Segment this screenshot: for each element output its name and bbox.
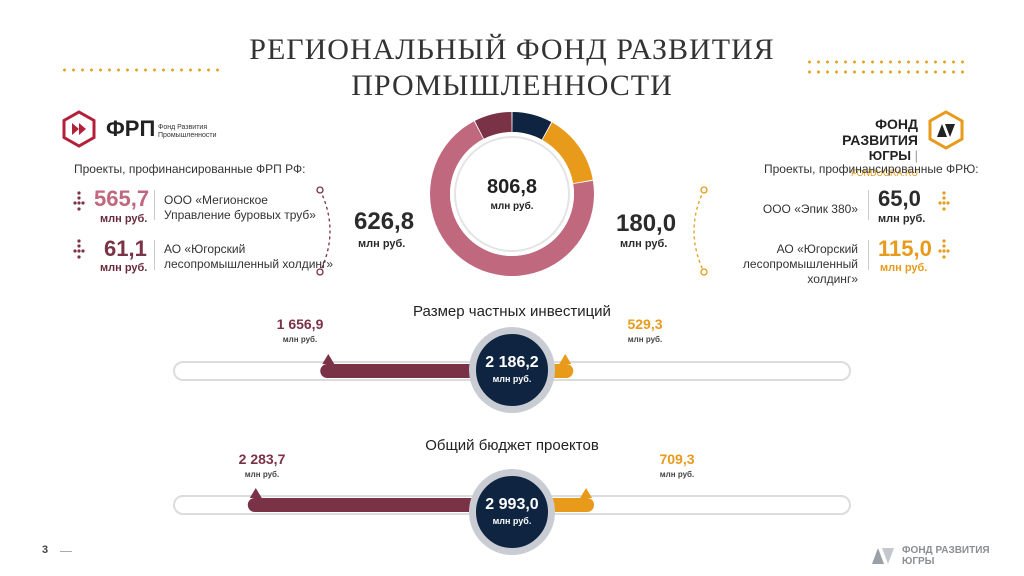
left-item2-company: АО «Югорский лесопромышленный холдинг» <box>164 242 334 271</box>
bar2-center-circle: 2 993,0 млн руб. <box>469 469 555 555</box>
bar1-left-pointer <box>322 354 335 364</box>
fru-logo-text: ФОНД РАЗВИТИЯ ЮГРЫ | FONDUGRA.RU <box>842 116 918 178</box>
bar1-right-pointer <box>559 354 572 364</box>
fru-logo-icon <box>928 110 964 150</box>
frp-logo <box>60 110 98 153</box>
bar1-right-value: 529,3 <box>627 316 663 332</box>
bar2-title: Общий бюджет проектов <box>425 437 599 454</box>
bar1-right-unit: млн руб. <box>627 335 663 344</box>
bar2-left-unit: млн руб. <box>244 470 280 479</box>
right-item1-unit: млн руб. <box>878 213 926 225</box>
right-caption: Проекты, профинансированные ФРЮ: <box>764 162 979 176</box>
bar2-left-segment <box>247 498 512 512</box>
donut-chart <box>430 112 594 277</box>
bar1-left-value: 1 656,9 <box>276 316 324 332</box>
decor-dots-left <box>60 68 225 72</box>
bar2-center-unit: млн руб. <box>492 516 532 526</box>
right-total-unit: млн руб. <box>620 238 668 250</box>
dots-arrow-icon <box>73 239 85 259</box>
donut-slice-2 <box>512 112 552 140</box>
dots-arrow-icon <box>938 191 950 211</box>
frp-logo-icon <box>62 110 96 148</box>
bar1-left-segment <box>320 364 512 378</box>
donut-slice-3 <box>542 122 593 184</box>
bar2-center-value: 2 993,0 <box>485 496 539 513</box>
left-total-unit: млн руб. <box>358 238 406 250</box>
right-item2-unit: млн руб. <box>880 262 928 274</box>
right-item1-value: 65,0 <box>878 186 921 211</box>
right-item2-company: АО «Югорский лесопромышленный холдинг» <box>742 242 858 286</box>
page-number: 3 <box>42 544 49 556</box>
left-item1-unit: млн руб. <box>100 213 148 225</box>
dots-arrow-icon <box>938 239 950 259</box>
bar2-left-value: 2 283,7 <box>238 451 286 467</box>
bar1-center-value: 2 186,2 <box>485 354 539 371</box>
footer-logo-text: ФОНД РАЗВИТИЯ ЮГРЫ <box>902 545 990 567</box>
fru-logo <box>926 110 966 155</box>
decor-dots-right-1 <box>805 60 970 64</box>
footer-logo-icon <box>872 548 894 564</box>
page-title-line2: ПРОМЫШЛЕННОСТИ <box>351 69 673 102</box>
donut-center-value: 806,8 <box>486 176 538 198</box>
bar2-right-pointer <box>580 488 593 498</box>
bar2-right-value: 709,3 <box>659 451 695 467</box>
bar1-title: Размер частных инвестиций <box>413 303 611 320</box>
donut-slice-1 <box>474 112 512 139</box>
left-caption: Проекты, профинансированные ФРП РФ: <box>74 162 306 176</box>
left-item2-value: 61,1 <box>104 236 147 261</box>
bar1-left-unit: млн руб. <box>282 335 318 344</box>
bar1-center-circle: 2 186,2 млн руб. <box>469 327 555 413</box>
dots-arrow-icon <box>73 191 85 211</box>
right-item2-value: 115,0 <box>878 236 932 261</box>
donut-center-unit: млн руб. <box>490 201 534 212</box>
decor-dots-right-2 <box>805 70 970 74</box>
bar2-right-unit: млн руб. <box>659 470 695 479</box>
left-bracket <box>316 186 331 276</box>
page-title-line1: РЕГИОНАЛЬНЫЙ ФОНД РАЗВИТИЯ <box>249 33 775 66</box>
right-bracket <box>693 186 708 276</box>
left-total-value: 626,8 <box>354 208 415 235</box>
right-total-value: 180,0 <box>616 210 677 237</box>
bar1-center-unit: млн руб. <box>492 374 532 384</box>
frp-logo-sub: Фонд Развития Промышленности <box>158 124 217 139</box>
left-item1-value: 565,7 <box>94 186 150 211</box>
left-item1-company: ООО «Мегионское Управление буровых труб» <box>164 193 316 222</box>
left-item2-unit: млн руб. <box>100 262 148 274</box>
bar2-left-pointer <box>249 488 262 498</box>
right-item1-company: ООО «Эпик 380» <box>762 202 858 216</box>
frp-logo-name: ФРП <box>106 116 156 141</box>
